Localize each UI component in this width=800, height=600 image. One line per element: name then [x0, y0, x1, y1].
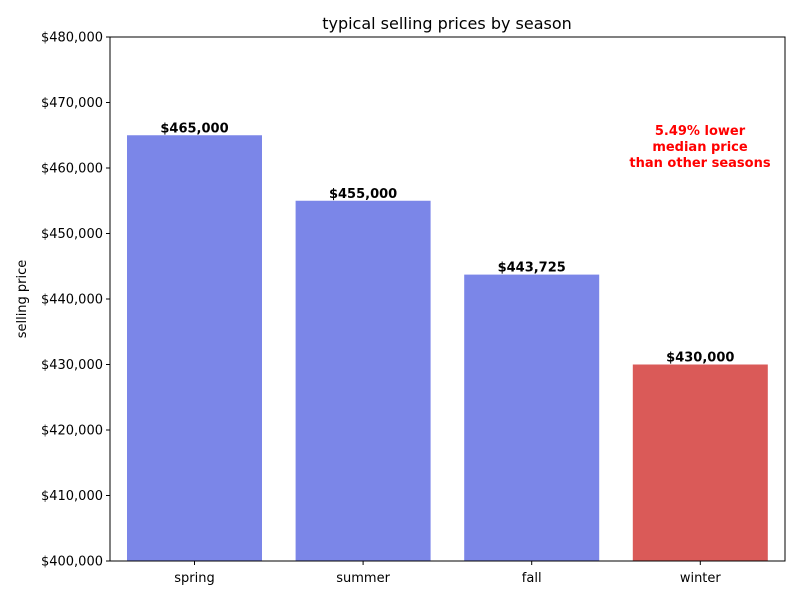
y-tick-label: $440,000	[41, 293, 103, 308]
plot-frame	[109, 36, 786, 562]
y-tick-label: $400,000	[41, 555, 103, 570]
x-tick-label: fall	[522, 571, 542, 586]
y-tick-label: $450,000	[41, 227, 103, 242]
y-tick-label: $410,000	[41, 489, 103, 504]
y-tick-label: $460,000	[41, 162, 103, 177]
x-tick-label: spring	[174, 571, 214, 586]
data-label-summer: $455,000	[329, 187, 397, 202]
bar-summer	[295, 200, 431, 561]
annotation-line: median price	[652, 140, 748, 155]
annotation-line: than other seasons	[629, 156, 770, 171]
x-tick-label: summer	[336, 571, 390, 586]
annotation-line: 5.49% lower	[655, 124, 746, 139]
data-label-winter: $430,000	[666, 351, 734, 366]
winter-annotation: 5.49% lower median price than other season…	[629, 124, 770, 171]
ticks-layer: spring summer fall winter $400,000 $410,000 $4…	[41, 31, 721, 587]
chart-title: typical selling prices by season	[322, 14, 572, 33]
bar-fall	[464, 274, 600, 561]
data-labels-layer: $465,000 $455,000 $443,725 $430,000	[160, 121, 734, 365]
y-tick-label: $480,000	[41, 31, 103, 46]
y-tick-label: $470,000	[41, 96, 103, 111]
y-tick-label: $420,000	[41, 424, 103, 439]
bar-winter	[632, 364, 768, 561]
bar-spring	[127, 135, 262, 561]
y-axis-label: selling price	[15, 260, 30, 339]
data-label-fall: $443,725	[498, 261, 566, 276]
bars-layer	[127, 135, 768, 561]
data-label-spring: $465,000	[160, 121, 228, 136]
y-tick-label: $430,000	[41, 358, 103, 373]
x-tick-label: winter	[680, 571, 722, 586]
